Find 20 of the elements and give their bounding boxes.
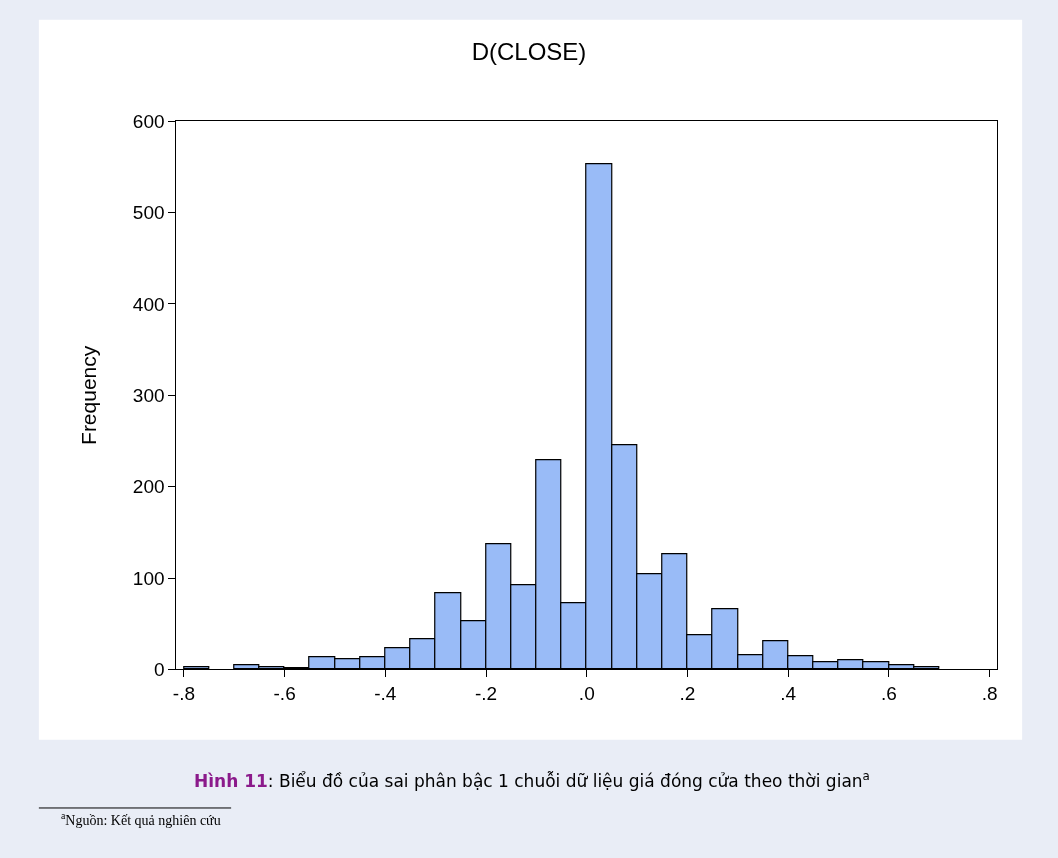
x-tick-label: .6 — [881, 683, 897, 705]
y-tick-label: 500 — [132, 202, 165, 224]
x-tick-label: -.4 — [374, 683, 397, 705]
y-axis-title: Frequency — [76, 345, 100, 445]
x-tick-label: .0 — [578, 683, 595, 705]
x-tick-label: -.8 — [172, 683, 195, 705]
y-tick-label: 300 — [132, 384, 165, 406]
y-tick-label: 600 — [132, 110, 165, 132]
x-tick-label: .8 — [981, 683, 998, 705]
y-tick-label: 200 — [132, 476, 165, 498]
y-tick-label: 400 — [132, 293, 165, 315]
y-tick-label: 100 — [132, 567, 165, 589]
x-tick-label: -.2 — [474, 683, 498, 705]
x-tick-label: .2 — [679, 683, 696, 705]
x-tick-label: .4 — [780, 683, 797, 705]
text: Hình 11: Biểu đồ của sai phân bậc 1 chuỗi dữ liệu giá đóng cửa theo thời gian$^{a}$ — [194, 769, 870, 792]
chart-title: D(CLOSE) — [471, 38, 587, 66]
y-tick-label: 0 — [153, 659, 165, 681]
x-tick-label: -.6 — [273, 683, 296, 705]
text: $^{a}$Nguồn: Kết quả nghiên cứu — [61, 810, 221, 828]
